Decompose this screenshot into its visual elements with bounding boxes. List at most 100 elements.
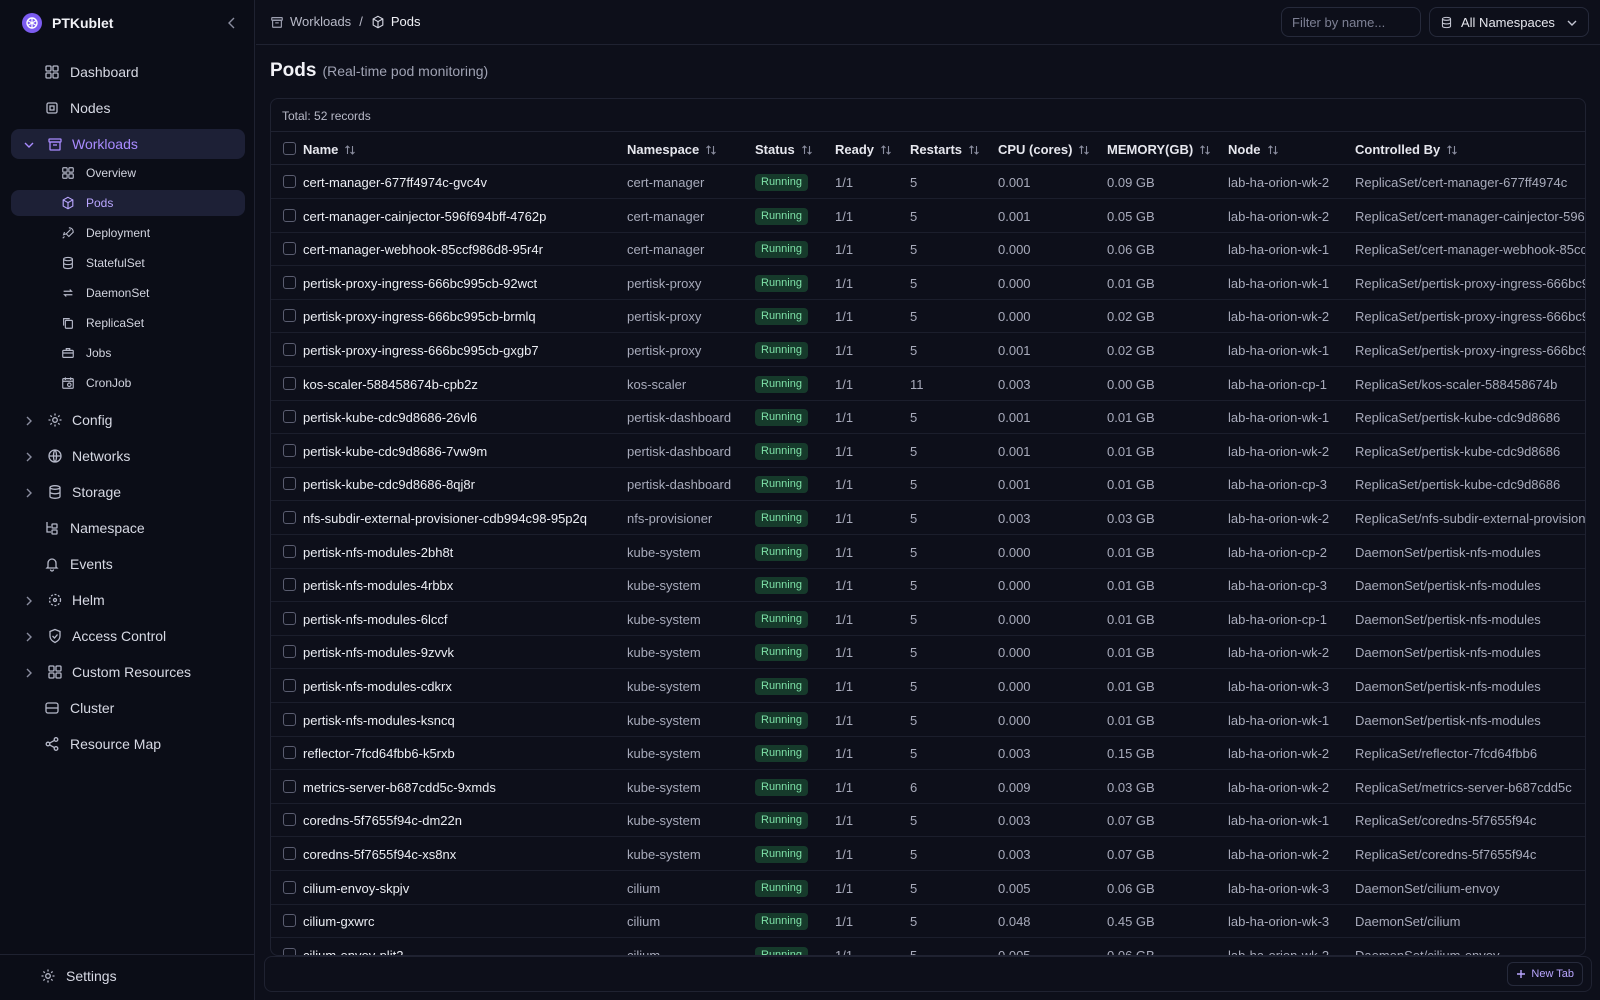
- cell-name[interactable]: coredns-5f7655f94c-dm22n: [303, 813, 462, 829]
- column-header-ready[interactable]: Ready: [835, 142, 892, 157]
- cell-name[interactable]: cilium-envoy-skpjv: [303, 880, 410, 896]
- cell-controlled-by[interactable]: ReplicaSet/pertisk-kube-cdc9d8686: [1355, 477, 1561, 493]
- cell-name[interactable]: pertisk-nfs-modules-9zvvk: [303, 645, 454, 661]
- cell-controlled-by[interactable]: DaemonSet/pertisk-nfs-modules: [1355, 578, 1541, 594]
- sidebar-item-namespace[interactable]: Namespace: [11, 513, 245, 543]
- namespace-select[interactable]: All Namespaces: [1429, 7, 1589, 37]
- sidebar-item-access-control[interactable]: Access Control: [11, 621, 245, 651]
- cell-controlled-by[interactable]: ReplicaSet/metrics-server-b687cdd5c: [1355, 779, 1572, 795]
- sidebar-item-events[interactable]: Events: [11, 549, 245, 579]
- sidebar-item-workloads[interactable]: Workloads: [11, 129, 245, 159]
- sidebar-subitem-statefulset[interactable]: StatefulSet: [11, 250, 245, 276]
- table-row[interactable]: coredns-5f7655f94c-xs8nx kube-system Runni…: [271, 837, 1585, 871]
- cell-name[interactable]: pertisk-nfs-modules-cdkrx: [303, 679, 452, 694]
- sidebar-subitem-cronjob[interactable]: CronJob: [11, 370, 245, 396]
- select-all-checkbox[interactable]: [283, 142, 296, 155]
- table-row[interactable]: pertisk-nfs-modules-2bh8t kube-system Runn…: [271, 535, 1585, 569]
- sidebar-item-dashboard[interactable]: Dashboard: [11, 57, 245, 87]
- cell-controlled-by[interactable]: ReplicaSet/pertisk-proxy-ingress-666bc99…: [1355, 343, 1585, 358]
- table-row[interactable]: kos-scaler-588458674b-cpb2z kos-scaler Run…: [271, 367, 1585, 401]
- cell-name[interactable]: pertisk-proxy-ingress-666bc995cb-gxgb7: [303, 343, 539, 358]
- table-row[interactable]: reflector-7fcd64fbb6-k5rxb kube-system Run…: [271, 736, 1585, 771]
- table-row[interactable]: cert-manager-webhook-85ccf986d8-95r4r cer…: [271, 232, 1585, 267]
- brand[interactable]: PTKublet: [22, 12, 244, 34]
- cell-controlled-by[interactable]: ReplicaSet/pertisk-proxy-ingress-666bc99…: [1355, 275, 1585, 291]
- table-row[interactable]: cilium-envoy-plit2 cilium Running 1/1 5 0.005…: [271, 938, 1585, 956]
- table-row[interactable]: nfs-subdir-external-provisioner-cdb994c9…: [271, 501, 1586, 535]
- sidebar-item-storage[interactable]: Storage: [11, 477, 245, 507]
- collapse-sidebar-icon[interactable]: [224, 15, 240, 31]
- cell-name[interactable]: cilium-envoy-plit2: [303, 947, 404, 956]
- row-checkbox[interactable]: [283, 914, 296, 928]
- column-header-controlled-by[interactable]: Controlled By: [1355, 142, 1458, 157]
- row-checkbox[interactable]: [283, 578, 296, 592]
- cell-name[interactable]: pertisk-proxy-ingress-666bc995cb-brmlq: [303, 309, 536, 325]
- cell-controlled-by[interactable]: ReplicaSet/pertisk-kube-cdc9d8686: [1355, 410, 1561, 426]
- row-checkbox[interactable]: [283, 679, 296, 692]
- table-row[interactable]: pertisk-kube-cdc9d8686-26vl6 pertisk-dash…: [271, 400, 1585, 435]
- cell-name[interactable]: coredns-5f7655f94c-xs8nx: [303, 847, 457, 862]
- new-tab-button[interactable]: New Tab: [1507, 962, 1583, 986]
- table-row[interactable]: pertisk-kube-cdc9d8686-8qj8r pertisk-dash…: [271, 467, 1585, 502]
- row-checkbox[interactable]: [283, 175, 296, 188]
- cell-name[interactable]: pertisk-nfs-modules-4rbbx: [303, 578, 454, 594]
- cell-controlled-by[interactable]: DaemonSet/pertisk-nfs-modules: [1355, 679, 1541, 694]
- table-row[interactable]: pertisk-proxy-ingress-666bc995cb-92wct pe…: [271, 266, 1585, 300]
- cell-name[interactable]: nfs-subdir-external-provisioner-cdb994c9…: [303, 511, 587, 526]
- sidebar-subitem-replicaset[interactable]: ReplicaSet: [11, 310, 245, 336]
- cell-name[interactable]: pertisk-nfs-modules-2bh8t: [303, 544, 454, 560]
- cell-controlled-by[interactable]: ReplicaSet/coredns-5f7655f94c: [1355, 813, 1537, 829]
- cell-name[interactable]: pertisk-nfs-modules-6lccf: [303, 611, 448, 627]
- table-row[interactable]: cert-manager-677ff4974c-gvc4v cert-manage…: [271, 165, 1585, 199]
- sidebar-item-nodes[interactable]: Nodes: [11, 93, 245, 123]
- column-header-memory[interactable]: MEMORY(GB): [1107, 142, 1211, 157]
- row-checkbox[interactable]: [283, 511, 296, 524]
- row-checkbox[interactable]: [283, 242, 296, 256]
- cell-name[interactable]: pertisk-kube-cdc9d8686-8qj8r: [303, 477, 475, 493]
- sidebar-item-helm[interactable]: Helm: [11, 585, 245, 615]
- sidebar-item-cluster[interactable]: Cluster: [11, 693, 245, 723]
- sidebar-subitem-deployment[interactable]: Deployment: [11, 220, 245, 246]
- cell-controlled-by[interactable]: ReplicaSet/coredns-5f7655f94c: [1355, 847, 1537, 862]
- cell-controlled-by[interactable]: ReplicaSet/kos-scaler-588458674b: [1355, 376, 1558, 392]
- breadcrumb-workloads[interactable]: Workloads: [270, 14, 351, 29]
- table-row[interactable]: coredns-5f7655f94c-dm22n kube-system Runni…: [271, 803, 1585, 838]
- cell-name[interactable]: pertisk-kube-cdc9d8686-7vw9m: [303, 443, 488, 459]
- cell-name[interactable]: pertisk-nfs-modules-ksncq: [303, 712, 455, 728]
- row-checkbox[interactable]: [283, 779, 296, 793]
- cell-controlled-by[interactable]: DaemonSet/cilium-envoy: [1355, 880, 1500, 896]
- cell-controlled-by[interactable]: DaemonSet/pertisk-nfs-modules: [1355, 544, 1541, 560]
- table-row[interactable]: pertisk-proxy-ingress-666bc995cb-brmlq pe…: [271, 299, 1585, 334]
- row-checkbox[interactable]: [283, 343, 296, 356]
- row-checkbox[interactable]: [283, 275, 296, 289]
- row-checkbox[interactable]: [283, 813, 296, 827]
- row-checkbox[interactable]: [283, 746, 296, 760]
- row-checkbox[interactable]: [283, 309, 296, 323]
- cell-name[interactable]: cilium-gxwrc: [303, 914, 375, 930]
- sidebar-subitem-jobs[interactable]: Jobs: [11, 340, 245, 366]
- table-row[interactable]: metrics-server-b687cdd5c-9xmds kube-syste…: [271, 770, 1585, 804]
- cell-controlled-by[interactable]: ReplicaSet/pertisk-proxy-ingress-666bc99…: [1355, 309, 1585, 325]
- sidebar-item-config[interactable]: Config: [11, 405, 245, 435]
- sidebar-subitem-pods[interactable]: Pods: [11, 190, 245, 216]
- sidebar-item-custom-resources[interactable]: Custom Resources: [11, 657, 245, 687]
- cell-controlled-by[interactable]: ReplicaSet/cert-manager-cainjector-596f6…: [1355, 208, 1586, 224]
- row-checkbox[interactable]: [283, 410, 296, 424]
- table-row[interactable]: pertisk-nfs-modules-4rbbx kube-system Runn…: [271, 568, 1585, 603]
- cell-controlled-by[interactable]: DaemonSet/pertisk-nfs-modules: [1355, 712, 1541, 728]
- cell-name[interactable]: pertisk-kube-cdc9d8686-26vl6: [303, 410, 478, 426]
- column-header-namespace[interactable]: Namespace: [627, 142, 717, 157]
- table-row[interactable]: pertisk-proxy-ingress-666bc995cb-gxgb7 pe…: [271, 333, 1585, 367]
- cell-controlled-by[interactable]: ReplicaSet/reflector-7fcd64fbb6: [1355, 746, 1538, 762]
- table-row[interactable]: cilium-gxwrc cilium Running 1/1 5 0.048 0.45 G…: [271, 904, 1585, 939]
- cell-controlled-by[interactable]: DaemonSet/pertisk-nfs-modules: [1355, 611, 1541, 627]
- table-row[interactable]: pertisk-nfs-modules-6lccf kube-system Runn…: [271, 602, 1585, 636]
- table-row[interactable]: cert-manager-cainjector-596f694bff-4762p…: [271, 199, 1586, 233]
- row-checkbox[interactable]: [283, 477, 296, 491]
- sidebar-subitem-overview[interactable]: Overview: [11, 160, 245, 186]
- row-checkbox[interactable]: [283, 947, 296, 955]
- filter-input[interactable]: [1281, 7, 1421, 37]
- sidebar-subitem-daemonset[interactable]: DaemonSet: [11, 280, 245, 306]
- cell-controlled-by[interactable]: ReplicaSet/nfs-subdir-external-provision…: [1355, 511, 1586, 526]
- cell-name[interactable]: metrics-server-b687cdd5c-9xmds: [303, 779, 496, 795]
